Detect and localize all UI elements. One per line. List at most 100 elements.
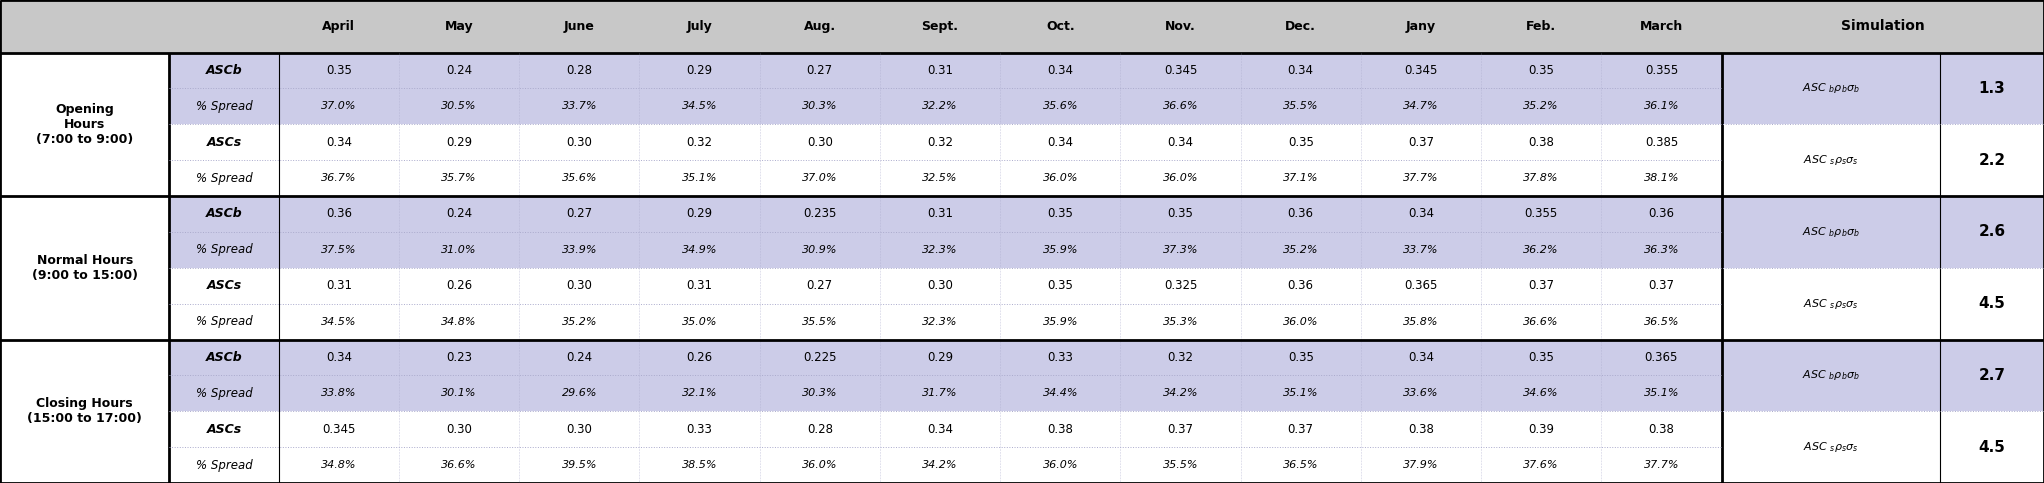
Bar <box>1241 124 1361 196</box>
Text: 35.8%: 35.8% <box>1404 316 1439 327</box>
Bar <box>760 268 879 340</box>
Bar <box>170 124 278 196</box>
Bar <box>1721 0 2044 53</box>
Bar <box>170 53 278 124</box>
Text: Jany: Jany <box>1406 20 1437 33</box>
Bar <box>1241 196 1361 268</box>
Text: 37.9%: 37.9% <box>1404 460 1439 470</box>
Bar <box>1940 53 2044 124</box>
Text: 0.34: 0.34 <box>1167 136 1194 149</box>
Text: 37.5%: 37.5% <box>321 245 356 255</box>
Text: 39.5%: 39.5% <box>562 460 597 470</box>
Text: 37.0%: 37.0% <box>801 173 838 183</box>
Text: Oct.: Oct. <box>1047 20 1075 33</box>
Bar <box>760 124 879 196</box>
Text: 0.35: 0.35 <box>1288 136 1314 149</box>
Text: 34.4%: 34.4% <box>1042 388 1077 398</box>
Text: 34.5%: 34.5% <box>321 316 356 327</box>
Bar <box>760 53 879 124</box>
Text: 0.35: 0.35 <box>1529 351 1553 364</box>
Bar <box>1482 196 1600 268</box>
Text: 34.8%: 34.8% <box>321 460 356 470</box>
Text: 0.35: 0.35 <box>1047 208 1073 220</box>
Bar <box>519 196 640 268</box>
Bar <box>1241 0 1361 53</box>
Bar <box>1000 196 1120 268</box>
Text: 0.35: 0.35 <box>1167 208 1194 220</box>
Text: 0.36: 0.36 <box>1647 208 1674 220</box>
Text: 0.37: 0.37 <box>1647 279 1674 292</box>
Text: $ASC\ _s\rho_s\sigma_s$: $ASC\ _s\rho_s\sigma_s$ <box>1803 153 1858 167</box>
Text: 0.24: 0.24 <box>446 208 472 220</box>
Text: 0.32: 0.32 <box>1167 351 1194 364</box>
Text: % Spread: % Spread <box>196 387 253 400</box>
Text: 0.30: 0.30 <box>566 423 593 436</box>
Text: 33.7%: 33.7% <box>562 101 597 112</box>
Bar <box>1120 0 1241 53</box>
Text: 0.28: 0.28 <box>566 64 593 77</box>
Text: 32.1%: 32.1% <box>683 388 717 398</box>
Text: % Spread: % Spread <box>196 171 253 185</box>
Text: 37.7%: 37.7% <box>1643 460 1680 470</box>
Bar <box>1940 340 2044 411</box>
Text: 0.30: 0.30 <box>928 279 953 292</box>
Bar <box>1940 196 2044 268</box>
Text: 34.6%: 34.6% <box>1523 388 1560 398</box>
Bar <box>399 196 519 268</box>
Text: 0.36: 0.36 <box>1288 208 1314 220</box>
Text: 35.7%: 35.7% <box>442 173 476 183</box>
Text: 35.2%: 35.2% <box>1284 245 1318 255</box>
Text: 0.365: 0.365 <box>1404 279 1437 292</box>
Bar <box>399 124 519 196</box>
Text: 0.33: 0.33 <box>1047 351 1073 364</box>
Bar <box>1482 268 1600 340</box>
Text: 34.7%: 34.7% <box>1404 101 1439 112</box>
Bar <box>1721 268 1940 340</box>
Bar <box>0 196 170 340</box>
Bar <box>1000 340 1120 411</box>
Bar <box>1600 268 1721 340</box>
Text: Opening
Hours
(7:00 to 9:00): Opening Hours (7:00 to 9:00) <box>37 103 133 146</box>
Text: 37.6%: 37.6% <box>1523 460 1560 470</box>
Text: 0.225: 0.225 <box>803 351 836 364</box>
Text: 0.35: 0.35 <box>1288 351 1314 364</box>
Bar <box>879 124 1000 196</box>
Bar <box>1361 268 1482 340</box>
Text: 0.365: 0.365 <box>1645 351 1678 364</box>
Text: 36.1%: 36.1% <box>1643 101 1680 112</box>
Text: 35.9%: 35.9% <box>1042 316 1077 327</box>
Text: Simulation: Simulation <box>1842 19 1925 33</box>
Text: 36.6%: 36.6% <box>1163 101 1198 112</box>
Bar <box>170 340 278 411</box>
Text: 0.34: 0.34 <box>1047 64 1073 77</box>
Text: 32.3%: 32.3% <box>922 316 959 327</box>
Text: 36.3%: 36.3% <box>1643 245 1680 255</box>
Bar <box>879 411 1000 483</box>
Text: Closing Hours
(15:00 to 17:00): Closing Hours (15:00 to 17:00) <box>27 397 143 425</box>
Text: 0.31: 0.31 <box>687 279 713 292</box>
Text: 0.38: 0.38 <box>1529 136 1553 149</box>
Text: 30.9%: 30.9% <box>801 245 838 255</box>
Text: 31.0%: 31.0% <box>442 245 476 255</box>
Text: 1.3: 1.3 <box>1979 81 2005 96</box>
Text: 35.1%: 35.1% <box>1284 388 1318 398</box>
Text: 0.35: 0.35 <box>325 64 352 77</box>
Bar <box>640 340 760 411</box>
Text: 32.2%: 32.2% <box>922 101 959 112</box>
Text: 33.7%: 33.7% <box>1404 245 1439 255</box>
Bar <box>640 124 760 196</box>
Bar <box>879 53 1000 124</box>
Text: 0.27: 0.27 <box>566 208 593 220</box>
Text: 2.7: 2.7 <box>1979 368 2005 383</box>
Bar <box>1600 196 1721 268</box>
Text: 4.5: 4.5 <box>1979 440 2005 455</box>
Bar <box>519 124 640 196</box>
Text: 0.39: 0.39 <box>1529 423 1553 436</box>
Text: 34.5%: 34.5% <box>683 101 717 112</box>
Bar <box>170 196 278 268</box>
Text: 0.34: 0.34 <box>1047 136 1073 149</box>
Text: 0.31: 0.31 <box>928 64 953 77</box>
Text: April: April <box>323 20 356 33</box>
Text: 36.5%: 36.5% <box>1284 460 1318 470</box>
Text: ASCb: ASCb <box>206 64 243 77</box>
